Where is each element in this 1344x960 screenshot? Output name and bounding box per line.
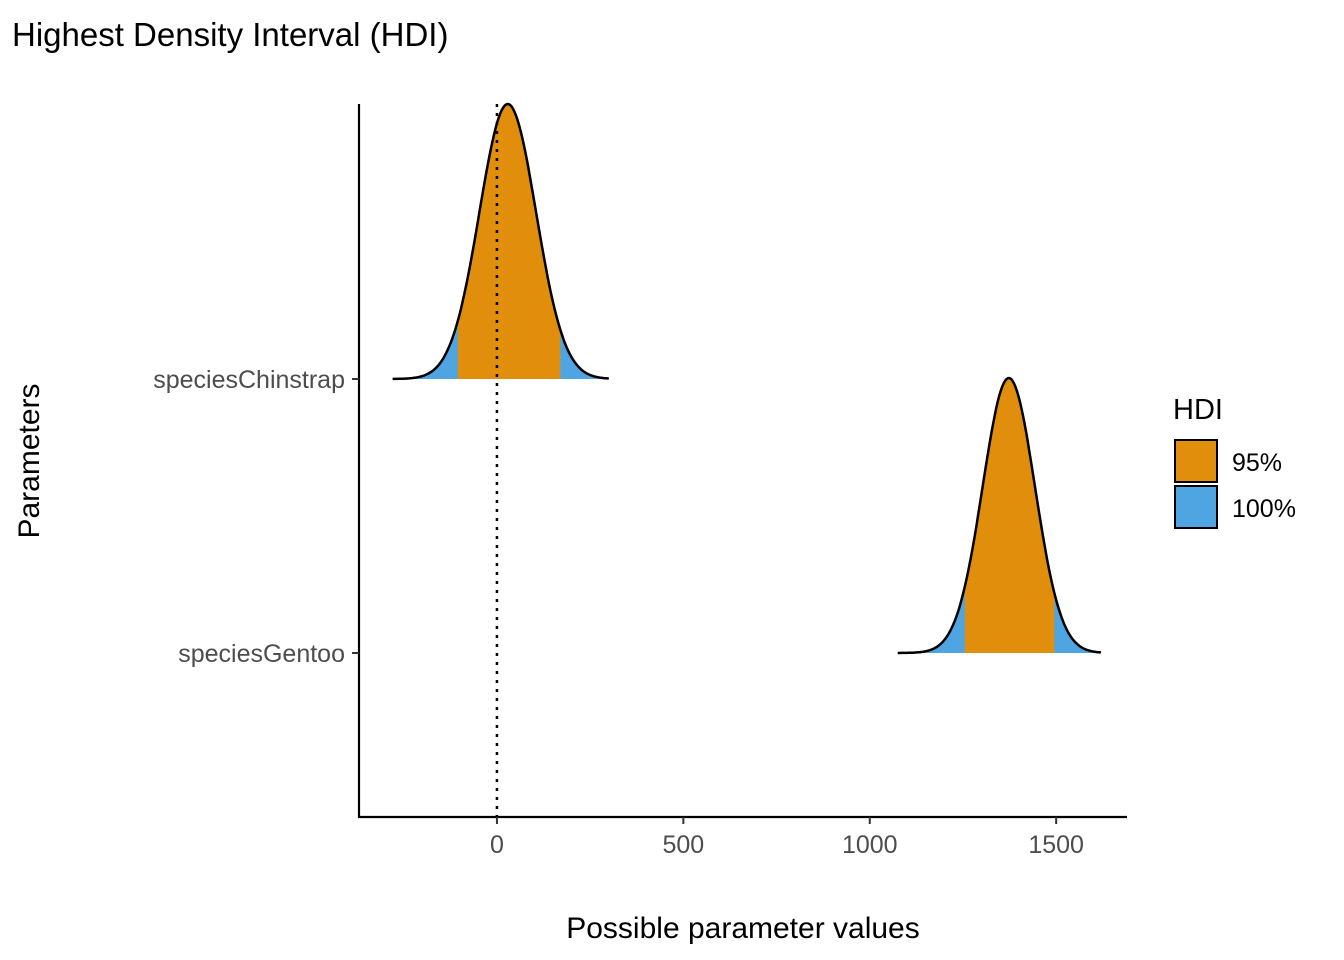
hdi-95-region-species-chinstrap <box>457 104 561 379</box>
density-outline-species-chinstrap <box>392 102 609 381</box>
density-species-gentoo <box>897 376 1102 655</box>
x-axis-ticks: 0 500 1000 1500 <box>490 817 1084 859</box>
x-tick-label: 1500 <box>1028 831 1084 859</box>
x-tick-label: 0 <box>490 831 504 859</box>
legend-swatch <box>1174 485 1218 529</box>
legend-label: 100% <box>1232 495 1296 523</box>
y-tick-label: speciesGentoo <box>178 640 345 668</box>
legend-label: 95% <box>1232 449 1282 477</box>
hdi-95-region-species-gentoo <box>964 378 1055 653</box>
chart-title: Highest Density Interval (HDI) <box>12 16 448 53</box>
y-tick-label: speciesChinstrap <box>153 366 345 394</box>
y-axis-ticks: speciesChinstrap speciesGentoo <box>153 366 359 668</box>
x-tick-label: 1000 <box>842 831 898 859</box>
legend-items: 95% 100% <box>1174 439 1296 529</box>
density-species-chinstrap <box>392 102 609 381</box>
y-axis-title: Parameters <box>13 383 46 538</box>
legend-title: HDI <box>1173 394 1223 426</box>
density-layer <box>392 102 1102 655</box>
density-outline-species-gentoo <box>897 376 1102 655</box>
legend: HDI 95% 100% <box>1173 394 1296 529</box>
legend-swatch <box>1174 439 1218 483</box>
x-tick-label: 500 <box>662 831 704 859</box>
x-axis-title: Possible parameter values <box>566 912 920 945</box>
